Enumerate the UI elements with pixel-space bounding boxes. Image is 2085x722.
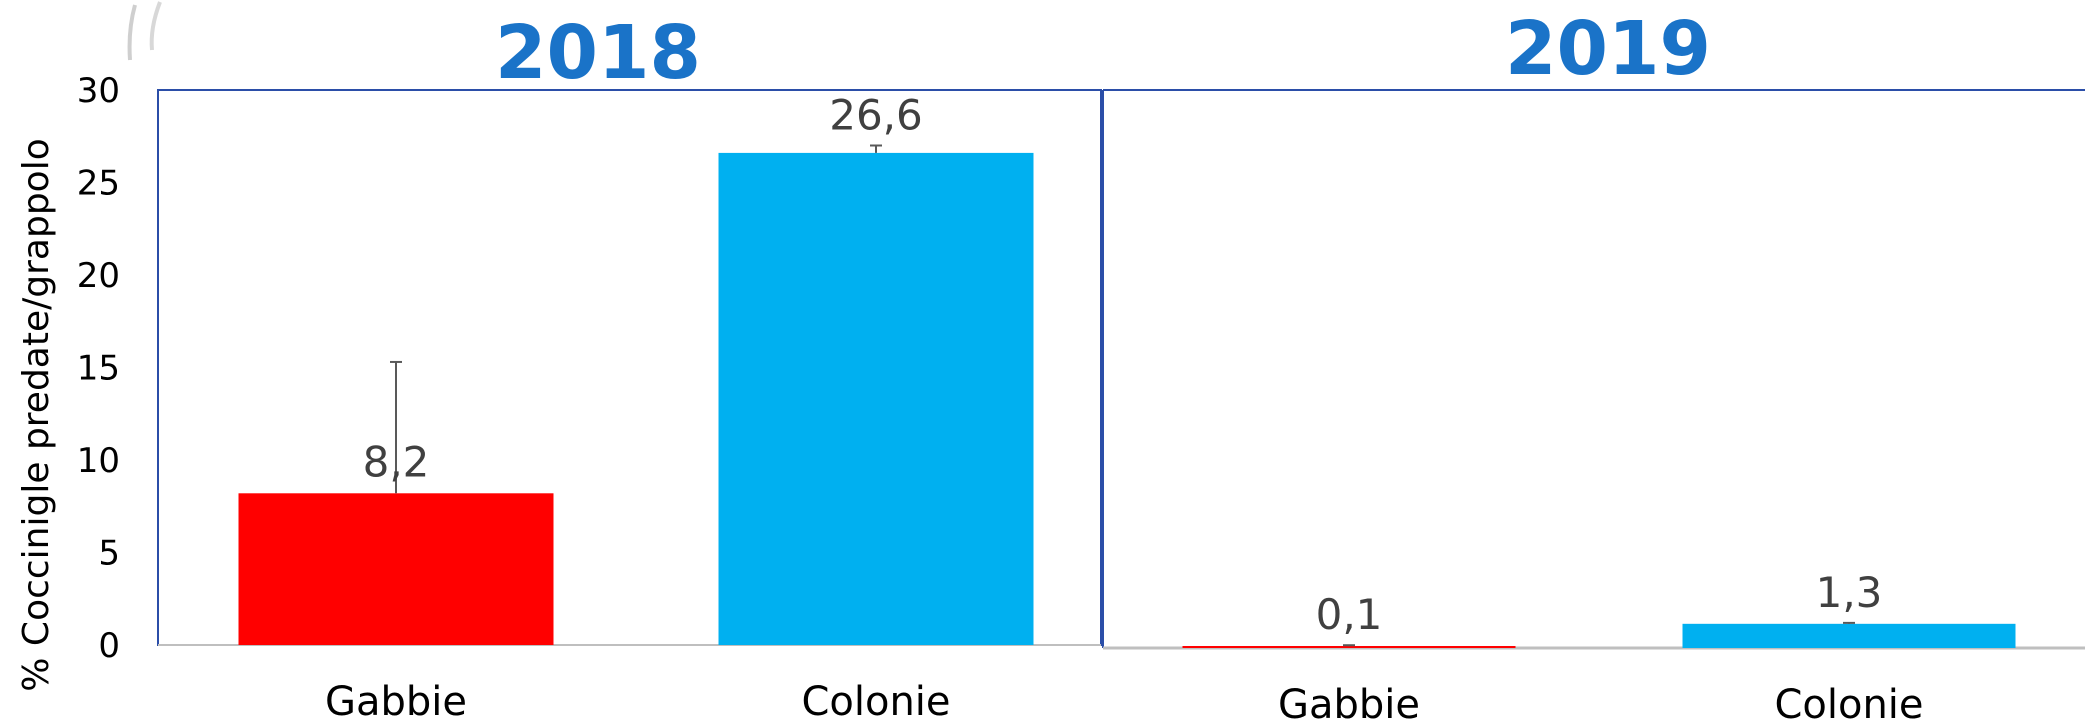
decorative-stroke	[127, 4, 137, 61]
panel-title-2018: 2018	[495, 10, 701, 96]
y-tick-label: 10	[77, 441, 120, 481]
y-tick-label: 15	[77, 349, 120, 389]
bars-2019: 0,1 Gabbie 1,3 Colonie	[1182, 568, 2016, 722]
data-label: 0,1	[1316, 590, 1383, 639]
data-label: 26,6	[829, 91, 923, 140]
y-axis-ticks: 0 5 10 15 20 25 30	[77, 71, 120, 666]
bar-gabbie	[1182, 646, 1516, 648]
data-label: 8,2	[363, 437, 430, 486]
bars-2018: 8,2 Gabbie 26,6 Colonie	[238, 91, 1034, 722]
x-category-label: Colonie	[801, 679, 950, 722]
data-label: 1,3	[1816, 568, 1883, 617]
x-category-label: Colonie	[1774, 682, 1923, 722]
panel-title-2019: 2019	[1505, 6, 1711, 92]
x-category-label: Gabbie	[1278, 682, 1420, 722]
y-axis-label: % Coccinigle predate/grappolo	[16, 138, 57, 691]
bar-colonie	[718, 152, 1034, 645]
decorative-stroke	[149, 1, 162, 51]
x-category-label: Gabbie	[325, 679, 467, 722]
bar-gabbie	[238, 493, 554, 645]
y-tick-label: 0	[98, 626, 120, 666]
y-tick-label: 5	[98, 534, 120, 574]
y-tick-label: 30	[77, 71, 120, 111]
bar-colonie	[1682, 623, 2016, 648]
y-tick-label: 25	[77, 164, 120, 204]
y-tick-label: 20	[77, 256, 120, 296]
